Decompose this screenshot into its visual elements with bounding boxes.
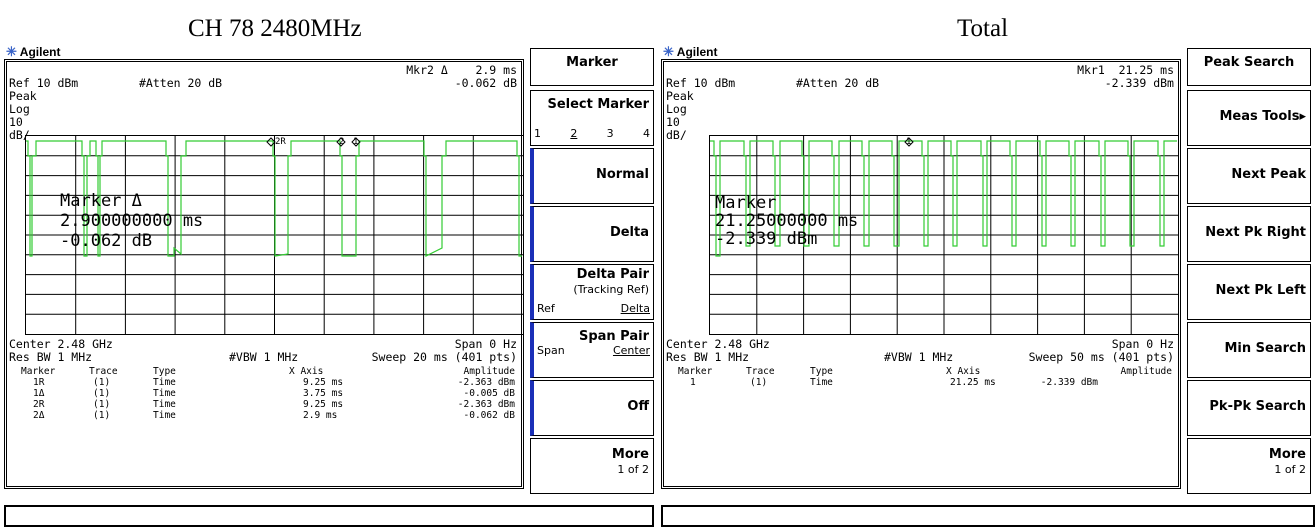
marker-table: Marker Trace Type X Axis Amplitude 1 (1) … xyxy=(670,366,1178,388)
scale-value-label: 10 xyxy=(666,115,680,129)
marker-overlay-time: 21.25000000 ms xyxy=(715,211,859,231)
softkey-menu-title: Peak Search xyxy=(1187,48,1311,86)
marker-readout: Mkr2 Δ 2.9 ms xyxy=(406,63,517,77)
agilent-star-icon: ✳ xyxy=(6,44,17,59)
marker-amplitude: -0.062 dB xyxy=(454,76,517,90)
span-value: Span 0 Hz xyxy=(1111,337,1174,351)
marker-tag-1: 1 xyxy=(353,137,359,147)
next-pk-right-button[interactable]: Next Pk Right xyxy=(1187,206,1311,262)
off-button[interactable]: Off xyxy=(530,380,654,436)
table-row: 2Δ (1) Time 2.9 ms -0.062 dB xyxy=(33,410,515,421)
atten-value: #Atten 20 dB xyxy=(796,76,880,90)
trace-line xyxy=(26,140,522,257)
trace-svg xyxy=(710,136,1178,334)
detector-label: Peak xyxy=(9,89,37,103)
right-caption: Total xyxy=(957,15,1009,42)
marker-diamonds xyxy=(266,137,361,147)
normal-button[interactable]: Normal xyxy=(530,148,654,204)
marker-diamonds xyxy=(904,137,914,147)
sweep-value: Sweep 50 ms (401 pts) xyxy=(1028,350,1174,364)
detector-label: Peak xyxy=(666,89,694,103)
marker-overlay-amp: -2.339 dBm xyxy=(715,229,818,249)
delta-pair-button[interactable]: Delta Pair (Tracking Ref) Ref Delta xyxy=(530,264,654,320)
status-bar xyxy=(4,505,654,527)
left-caption: CH 78 2480MHz xyxy=(188,15,362,42)
ref-level: Ref 10 dBm xyxy=(9,76,79,90)
trace-line xyxy=(710,140,1177,257)
scale-unit-label: dB/ xyxy=(666,128,687,142)
pk-pk-search-button[interactable]: Pk-Pk Search xyxy=(1187,380,1311,436)
center-freq: Center 2.48 GHz xyxy=(666,337,770,351)
marker-tag-2: 2 xyxy=(339,137,345,147)
meas-tools-button[interactable]: Meas Tools▸ xyxy=(1187,90,1311,146)
trace-svg xyxy=(26,136,523,334)
vbw-value: #VBW 1 MHz xyxy=(229,350,299,364)
agilent-star-icon: ✳ xyxy=(663,44,674,59)
trace-display xyxy=(709,135,1179,335)
agilent-logo: ✳ Agilent xyxy=(6,44,61,59)
marker-overlay-title: Marker xyxy=(715,193,777,213)
span-value: Span 0 Hz xyxy=(454,337,517,351)
analyzer-screen: Mkr1 21.25 ms Ref 10 dBm #Atten 20 dB -2… xyxy=(661,59,1181,489)
atten-value: #Atten 20 dB xyxy=(139,76,223,90)
trace-display xyxy=(25,135,524,335)
marker-tag-1: 1 xyxy=(906,137,912,147)
table-row: 1Δ (1) Time 3.75 ms -0.005 dB xyxy=(33,388,515,399)
marker-overlay-time: 2.900000000 ms xyxy=(60,211,204,231)
scale-unit-label: dB/ xyxy=(9,128,30,142)
marker-table: Marker Trace Type X Axis Amplitude 1R (1)… xyxy=(13,366,521,421)
more-button[interactable]: More 1 of 2 xyxy=(530,438,654,494)
scale-type-label: Log xyxy=(9,102,30,116)
marker-amplitude: -2.339 dBm xyxy=(1104,76,1174,90)
sweep-value: Sweep 20 ms (401 pts) xyxy=(371,350,517,364)
softkey-menu-title: Marker xyxy=(530,48,654,86)
marker-tag-2r: 2R xyxy=(275,137,286,147)
status-bar xyxy=(661,505,1315,527)
left-analyzer-panel: ✳ Agilent Mkr2 Δ 2.9 ms Ref 10 dBm #Atte… xyxy=(0,44,654,527)
span-pair-button[interactable]: Span Pair Span Center xyxy=(530,322,654,378)
rbw-value: Res BW 1 MHz xyxy=(9,350,93,364)
min-search-button[interactable]: Min Search xyxy=(1187,322,1311,378)
vbw-value: #VBW 1 MHz xyxy=(884,350,954,364)
center-freq: Center 2.48 GHz xyxy=(9,337,113,351)
peak-search-softkeys: Peak Search Meas Tools▸ Next Peak Next P… xyxy=(1187,44,1313,527)
ref-level: Ref 10 dBm xyxy=(666,76,736,90)
scale-type-label: Log xyxy=(666,102,687,116)
table-row: 1 (1) Time 21.25 ms -2.339 dBm xyxy=(690,377,1098,388)
table-header: Marker Trace Type X Axis Amplitude xyxy=(21,366,515,377)
marker-overlay-amp: -0.062 dB xyxy=(60,231,153,251)
marker-readout: Mkr1 21.25 ms xyxy=(1077,63,1174,77)
table-header: Marker Trace Type X Axis Amplitude xyxy=(678,366,1172,377)
rbw-value: Res BW 1 MHz xyxy=(666,350,750,364)
next-peak-button[interactable]: Next Peak xyxy=(1187,148,1311,204)
table-row: 2R (1) Time 9.25 ms -2.363 dBm xyxy=(33,399,515,410)
delta-button[interactable]: Delta xyxy=(530,206,654,262)
next-pk-left-button[interactable]: Next Pk Left xyxy=(1187,264,1311,320)
table-row: 1R (1) Time 9.25 ms -2.363 dBm xyxy=(33,377,515,388)
marker-overlay-title: Marker Δ xyxy=(60,191,142,211)
agilent-logo: ✳ Agilent xyxy=(663,44,718,59)
analyzer-screen: Mkr2 Δ 2.9 ms Ref 10 dBm #Atten 20 dB -0… xyxy=(4,59,524,489)
right-analyzer-panel: ✳ Agilent Mkr1 21.25 ms Ref 10 dBm #Atte… xyxy=(657,44,1315,527)
scale-value-label: 10 xyxy=(9,115,23,129)
more-button[interactable]: More 1 of 2 xyxy=(1187,438,1311,494)
